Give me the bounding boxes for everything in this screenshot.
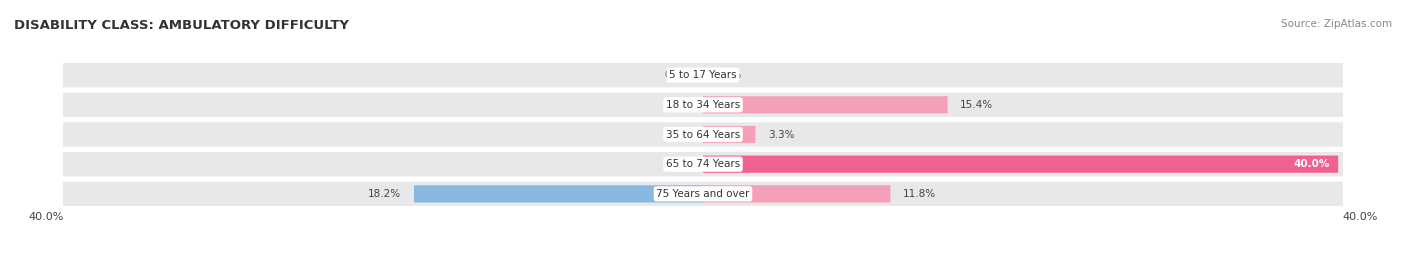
- FancyBboxPatch shape: [703, 155, 1339, 173]
- FancyBboxPatch shape: [703, 126, 755, 143]
- Text: 0.0%: 0.0%: [664, 159, 690, 169]
- Text: 40.0%: 40.0%: [28, 212, 63, 222]
- Text: 11.8%: 11.8%: [903, 189, 936, 199]
- Text: DISABILITY CLASS: AMBULATORY DIFFICULTY: DISABILITY CLASS: AMBULATORY DIFFICULTY: [14, 19, 349, 32]
- Text: 75 Years and over: 75 Years and over: [657, 189, 749, 199]
- FancyBboxPatch shape: [413, 185, 703, 203]
- Text: 0.0%: 0.0%: [664, 100, 690, 110]
- Text: 18 to 34 Years: 18 to 34 Years: [666, 100, 740, 110]
- FancyBboxPatch shape: [703, 96, 948, 114]
- FancyBboxPatch shape: [63, 182, 1343, 206]
- Text: 5 to 17 Years: 5 to 17 Years: [669, 70, 737, 80]
- FancyBboxPatch shape: [63, 63, 1343, 87]
- Text: 40.0%: 40.0%: [1294, 159, 1330, 169]
- Text: 65 to 74 Years: 65 to 74 Years: [666, 159, 740, 169]
- Text: 40.0%: 40.0%: [1343, 212, 1378, 222]
- FancyBboxPatch shape: [703, 185, 890, 203]
- Text: 0.0%: 0.0%: [664, 70, 690, 80]
- Text: 18.2%: 18.2%: [368, 189, 401, 199]
- FancyBboxPatch shape: [63, 122, 1343, 147]
- FancyBboxPatch shape: [63, 93, 1343, 117]
- Text: 35 to 64 Years: 35 to 64 Years: [666, 129, 740, 140]
- Text: 3.3%: 3.3%: [768, 129, 794, 140]
- Text: 0.0%: 0.0%: [664, 129, 690, 140]
- Text: 0.0%: 0.0%: [716, 70, 742, 80]
- Text: 15.4%: 15.4%: [960, 100, 994, 110]
- FancyBboxPatch shape: [63, 152, 1343, 176]
- Text: Source: ZipAtlas.com: Source: ZipAtlas.com: [1281, 19, 1392, 29]
